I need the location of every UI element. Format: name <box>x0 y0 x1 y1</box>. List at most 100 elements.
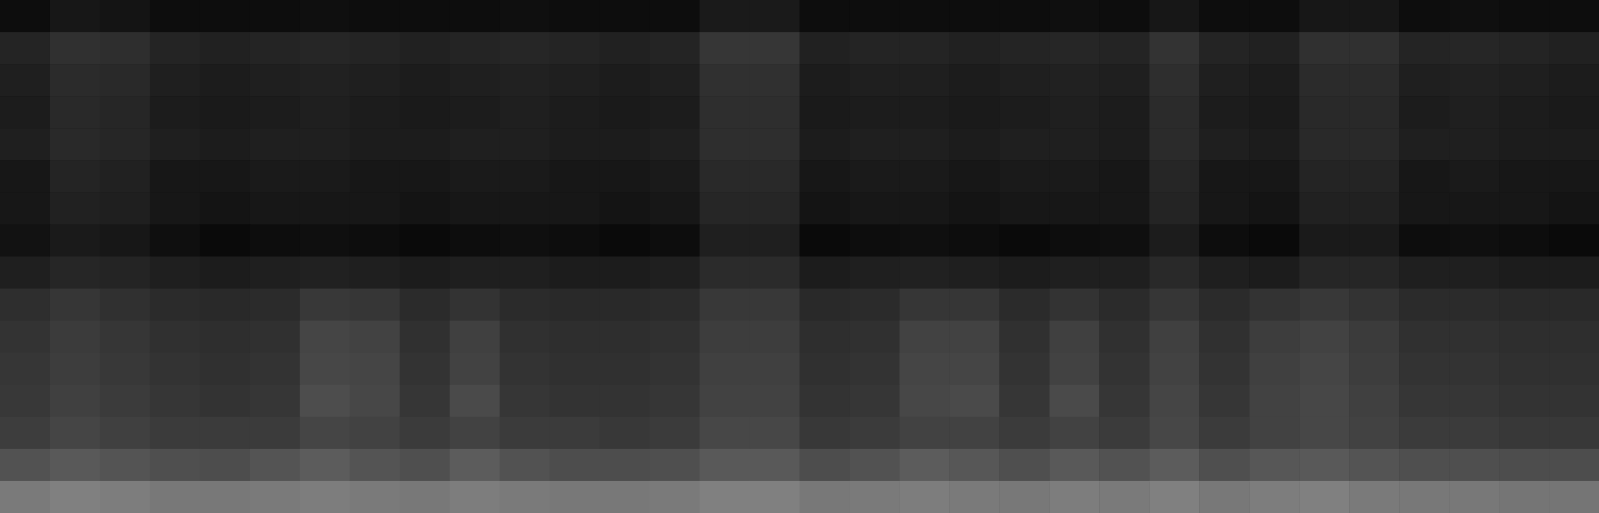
heatmap-cell <box>849 449 899 482</box>
heatmap-cell <box>700 160 750 193</box>
heatmap-cell <box>600 289 650 322</box>
heatmap-cell <box>1449 353 1499 386</box>
chart <box>0 0 1599 513</box>
heatmap-cell <box>50 224 100 257</box>
heatmap-cell <box>500 96 550 129</box>
heatmap-cell <box>0 32 50 65</box>
heatmap-cell <box>750 257 800 290</box>
heatmap-cell <box>0 64 50 97</box>
heatmap-cell <box>250 160 300 193</box>
heatmap-cell <box>150 96 200 129</box>
heatmap-cell <box>650 96 700 129</box>
heatmap-cell <box>1099 417 1149 450</box>
heatmap-cell <box>750 0 800 33</box>
heatmap-cell <box>300 64 350 97</box>
heatmap-cell <box>550 96 600 129</box>
heatmap-cell <box>350 64 400 97</box>
heatmap-cell <box>350 192 400 225</box>
heatmap-cell <box>350 257 400 290</box>
heatmap-cell <box>450 289 500 322</box>
heatmap-cell <box>50 64 100 97</box>
heatmap-cell <box>1399 192 1449 225</box>
heatmap-cell <box>600 417 650 450</box>
heatmap-cell <box>1049 192 1099 225</box>
heatmap-cell <box>500 417 550 450</box>
heatmap-cell <box>150 257 200 290</box>
heatmap-cell <box>1499 289 1549 322</box>
heatmap-cell <box>700 353 750 386</box>
heatmap-cell <box>200 289 250 322</box>
heatmap-cell <box>350 32 400 65</box>
heatmap-cell <box>949 449 999 482</box>
heatmap-cell <box>600 385 650 418</box>
heatmap-cell <box>500 32 550 65</box>
heatmap-cell <box>1349 257 1399 290</box>
heatmap-cell <box>1149 481 1199 513</box>
heatmap-cell <box>949 32 999 65</box>
heatmap-cell <box>300 257 350 290</box>
heatmap-cell <box>600 0 650 33</box>
heatmap-cell <box>1199 224 1249 257</box>
heatmap-cell <box>1299 481 1349 513</box>
heatmap-cell <box>650 385 700 418</box>
heatmap-cell <box>700 96 750 129</box>
heatmap-cell <box>1299 257 1349 290</box>
heatmap-cell <box>1349 192 1399 225</box>
heatmap-cell <box>1149 128 1199 161</box>
heatmap-cell <box>400 128 450 161</box>
heatmap-cell <box>400 192 450 225</box>
heatmap-cell <box>400 289 450 322</box>
heatmap-cell <box>300 32 350 65</box>
heatmap-cell <box>1449 417 1499 450</box>
heatmap-cell <box>600 257 650 290</box>
heatmap-cell <box>150 32 200 65</box>
heatmap-cell <box>1449 257 1499 290</box>
heatmap-cell <box>600 481 650 513</box>
heatmap-cell <box>1249 481 1299 513</box>
heatmap-cell <box>1049 96 1099 129</box>
heatmap-cell <box>1099 32 1149 65</box>
heatmap-cell <box>300 160 350 193</box>
heatmap-cell <box>949 481 999 513</box>
heatmap-cell <box>300 321 350 354</box>
heatmap-cell <box>1199 32 1249 65</box>
heatmap-cell <box>650 449 700 482</box>
heatmap-cell <box>849 192 899 225</box>
heatmap-cell <box>1449 385 1499 418</box>
heatmap-cell <box>1149 160 1199 193</box>
heatmap-cell <box>500 321 550 354</box>
heatmap-cell <box>750 64 800 97</box>
heatmap-cell <box>550 224 600 257</box>
heatmap-cell <box>899 224 949 257</box>
heatmap-cell <box>400 481 450 513</box>
heatmap-cell <box>450 257 500 290</box>
heatmap-cell <box>1349 385 1399 418</box>
heatmap-cell <box>400 32 450 65</box>
heatmap-cell <box>1149 449 1199 482</box>
heatmap-cell <box>50 353 100 386</box>
heatmap-cells <box>0 0 1599 513</box>
heatmap-cell <box>200 417 250 450</box>
heatmap-cell <box>150 321 200 354</box>
heatmap-cell <box>800 128 850 161</box>
heatmap-cell <box>1549 257 1599 290</box>
heatmap-cell <box>150 64 200 97</box>
heatmap-cell <box>200 353 250 386</box>
heatmap-cell <box>50 32 100 65</box>
heatmap-cell <box>550 32 600 65</box>
heatmap-cell <box>899 385 949 418</box>
heatmap-cell <box>0 160 50 193</box>
heatmap-cell <box>849 32 899 65</box>
heatmap-cell <box>500 289 550 322</box>
heatmap-cell <box>100 417 150 450</box>
heatmap-cell <box>1099 449 1149 482</box>
heatmap-cell <box>1099 289 1149 322</box>
heatmap-cell <box>999 32 1049 65</box>
heatmap-cell <box>250 321 300 354</box>
heatmap-cell <box>600 32 650 65</box>
heatmap-cell <box>1449 160 1499 193</box>
heatmap-cell <box>500 160 550 193</box>
heatmap-cell <box>0 353 50 386</box>
heatmap-cell <box>550 0 600 33</box>
heatmap-cell <box>949 321 999 354</box>
